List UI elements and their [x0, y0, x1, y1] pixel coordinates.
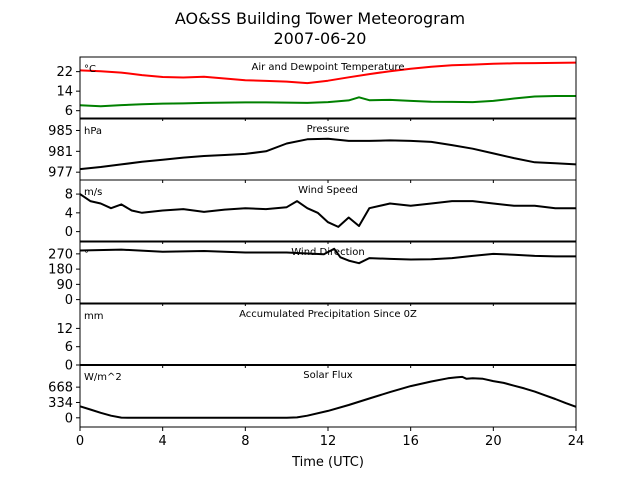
wind_speed-y-tick-label: 8: [65, 188, 73, 203]
wind_speed-y-tick-label: 0: [65, 225, 73, 240]
solar-unit-label: W/m^2: [84, 372, 122, 383]
x-tick-label: 16: [402, 434, 419, 449]
temp-series-line-1: [79, 95, 576, 108]
pressure-y-tick-label: 977: [48, 166, 73, 181]
x-axis-label: Time (UTC): [291, 455, 364, 470]
x-tick-label: 20: [485, 434, 502, 449]
panel-temp: 22 14 6 °C Air and Dewpoint Temperature: [56, 56, 577, 121]
panel-wind_speed: 8 4 0 m/s Wind Speed: [65, 179, 577, 244]
pressure-y-tick-label: 985: [48, 124, 73, 139]
precip-unit-label: mm: [84, 311, 103, 322]
wind_dir-y-tick-label: 0: [65, 293, 73, 308]
temp-series-line-0: [79, 61, 577, 85]
temp-unit-label: °C: [84, 64, 96, 75]
solar-y-tick-label: 0: [65, 411, 73, 426]
x-tick-label: 4: [159, 434, 167, 449]
wind_speed-unit-label: m/s: [84, 187, 102, 198]
solar-series-line-0: [79, 375, 577, 419]
wind_dir-y-tick-label: 90: [56, 278, 73, 293]
wind_dir-y-tick-label: 180: [48, 263, 73, 278]
temp-y-tick-label: 14: [56, 85, 73, 100]
temp-y-tick-label: 6: [65, 104, 73, 119]
wind_dir-series-line-0: [79, 247, 576, 265]
pressure-y-tick-label: 981: [48, 145, 73, 160]
wind_dir-y-tick-label: 270: [48, 247, 73, 262]
precip-panel-title: Accumulated Precipitation Since 0Z: [239, 309, 417, 320]
x-tick-label: 24: [568, 434, 585, 449]
x-tick-label: 12: [320, 434, 337, 449]
precip-y-tick-label: 0: [65, 359, 73, 374]
pressure-unit-label: hPa: [84, 126, 102, 137]
wind_speed-y-tick-label: 4: [65, 206, 73, 221]
x-tick-label: 8: [241, 434, 249, 449]
precip-y-tick-label: 12: [56, 322, 73, 337]
pressure-series-line-0: [79, 137, 577, 171]
temp-y-tick-label: 22: [56, 65, 73, 80]
wind_dir-panel-title: Wind Direction: [291, 247, 365, 258]
wind_speed-series-line-0: [79, 193, 576, 228]
solar-panel-title: Solar Flux: [303, 370, 353, 381]
solar-y-tick-label: 334: [48, 396, 73, 411]
panel-pressure: 985 981 977 hPa Pressure: [48, 118, 577, 183]
temp-panel-title: Air and Dewpoint Temperature: [252, 62, 405, 73]
wind_dir-unit-label: °: [84, 249, 89, 260]
x-axis: 0 4 8 12 16 20 24: [76, 434, 584, 449]
wind_speed-panel-title: Wind Speed: [298, 185, 358, 196]
pressure-panel-title: Pressure: [307, 124, 350, 135]
chart-date: 2007-06-20: [274, 29, 367, 48]
panel-precip: 12 6 0 mm Accumulated Precipitation Since 0Z: [56, 303, 577, 374]
x-tick-label: 0: [76, 434, 84, 449]
precip-y-tick-label: 6: [65, 340, 73, 355]
solar-y-tick-label: 668: [48, 381, 73, 396]
chart-title: AO&SS Building Tower Meteorogram: [175, 9, 465, 28]
